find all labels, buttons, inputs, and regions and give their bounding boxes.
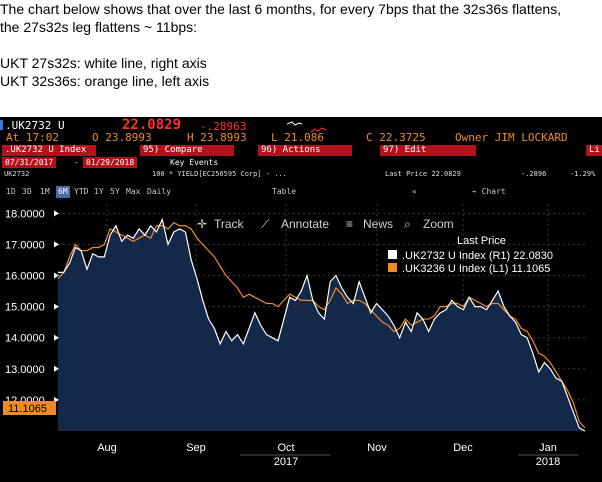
news-button[interactable]: ≡ News [346,217,393,231]
series-pct: -1.29% [570,170,596,178]
chart-toolbar: ✛ Track ⟋ Annotate ≡ News ⌕ Zoom [197,217,454,231]
zoom-button[interactable]: ⌕ Zoom [404,217,454,231]
chart-area: 18.0000 17.0000 16.0000 15.0000 14.0000 13.00… [0,199,602,482]
current-value-tag [3,401,56,415]
x-year-label: 2017 [274,456,298,468]
legend-uk2732: .UK2732 U Index (R1) 22.0830 [402,250,553,262]
edit-button[interactable]: 97) Edit [380,145,476,156]
li-button[interactable]: Li [586,145,602,156]
high-value: H 23.8993 [187,131,247,144]
y-tick-marker [54,241,59,248]
tab-1m[interactable]: 1M [40,187,50,196]
y-axis-left: 18.0000 17.0000 16.0000 15.0000 14.0000 13.00… [5,208,59,407]
chart-icon: ⌁ [472,187,482,196]
last-price-row: Last Price 22.0829 [385,170,461,178]
caption-line-3: UKT 27s32s: white line, right axis [0,55,207,71]
annotate-label: Annotate [281,217,329,231]
close-value: C 22.3725 [366,131,426,144]
y-tick-label: 16.0000 [5,271,45,283]
x-axis: Aug Sep Oct Nov Dec Jan 2017 2018 [97,442,578,468]
caption: The chart below shows that over the last… [0,0,602,90]
x-tick-label: Sep [186,442,206,454]
tab-5y[interactable]: 5Y [110,187,120,196]
quote-header: .UK2732 U [0,119,65,132]
low-value: L 21.086 [271,131,324,144]
series-change: -.2896 [521,170,547,178]
series-ticker: UK2732 [4,170,30,178]
collapse-icon[interactable]: « [412,187,417,196]
x-tick-label: Jan [539,442,557,454]
tab-max[interactable]: Max [126,187,141,196]
x-tick-label: Nov [367,442,387,454]
legend-title: Last Price [457,235,506,247]
x-tick-label: Oct [277,442,294,454]
date-from[interactable]: 07/31/2017 [2,157,57,168]
compare-button[interactable]: 95) Compare [140,145,234,156]
caption-line-1: The chart below shows that over the last… [0,1,562,17]
x-tick-label: Aug [97,442,117,454]
news-icon: ≡ [346,217,353,231]
crosshair-icon: ✛ [197,217,207,231]
owner: Owner JIM LOCKARD [455,131,568,144]
bloomberg-terminal: .UK2732 U 22.0829 -.28963 At 17:02 O 23.… [0,117,602,482]
line-chart: 18.0000 17.0000 16.0000 15.0000 14.0000 13.00… [0,199,602,482]
annotate-button[interactable]: ⟋ Annotate [261,217,329,231]
news-label: News [363,217,393,231]
track-label: Track [214,217,245,231]
y-tick-marker [54,272,59,279]
tab-3d[interactable]: 3D [22,187,32,196]
ticker: .UK2732 U [5,119,65,132]
last-price: 22.0829 [122,117,182,133]
at-time: At 17:02 [6,131,59,144]
y-tick-label: 18.0000 [5,208,45,220]
tab-ytd[interactable]: YTD [74,187,89,196]
ticker-marker [0,120,3,130]
track-button[interactable]: ✛ Track [197,217,245,231]
price-change: -.28963 [200,120,247,133]
x-tick-label: Dec [453,442,473,454]
date-bar: 07/31/2017 - 01/29/2018 Key Events [0,157,602,168]
y-tick-marker [54,210,59,217]
legend: Last Price .UK2732 U Index (R1) 22.0830 … [388,235,553,275]
tab-daily[interactable]: Daily [147,187,172,196]
caption-line-2: the 27s32s leg flattens ~ 11bps: [0,19,198,35]
x-year-label: 2018 [536,456,560,468]
actions-button[interactable]: 96) Actions [258,145,352,156]
series-uk2732-line [58,217,586,432]
y-tick-label: 17.0000 [5,239,45,251]
tab-1d[interactable]: 1D [6,187,16,196]
legend-swatch-orange [388,263,397,272]
y-tick-marker [54,334,59,341]
sparkline-icon [287,121,327,133]
magnifier-icon: ⌕ [404,217,411,231]
y-tick-label: 14.0000 [5,333,45,345]
current-value-label: 11.1065 [8,403,47,415]
yield-expression: 100 * YIELD[EC256595 Corp] - ... [152,170,287,178]
area-fill [58,219,585,431]
legend-swatch-white [388,250,397,259]
y-tick-marker [54,365,59,372]
y-tick-label: 13.0000 [5,364,45,376]
action-bar: .UK2732 U Index 95) Compare 96) Actions … [0,145,602,156]
zoom-label: Zoom [423,217,454,231]
tab-6m[interactable]: 6M [56,186,70,198]
series-bar: UK2732 100 * YIELD[EC256595 Corp] - ... … [0,169,602,180]
pencil-icon: ⟋ [261,217,270,231]
legend-uk3236: .UK3236 U Index (L1) 11.1065 [402,263,550,275]
caption-line-4: UKT 32s36s: orange line, left axis [0,73,210,89]
tab-1y[interactable]: 1Y [94,187,104,196]
open-value: O 23.8993 [92,131,152,144]
key-events[interactable]: Key Events [170,158,219,167]
tab-table[interactable]: Table [272,187,297,196]
y-tick-label: 15.0000 [5,302,45,314]
date-to[interactable]: 01/29/2018 [83,157,138,168]
index-button[interactable]: .UK2732 U Index [2,145,96,156]
y-tick-marker [54,303,59,310]
series-uk3236-line [57,221,586,429]
